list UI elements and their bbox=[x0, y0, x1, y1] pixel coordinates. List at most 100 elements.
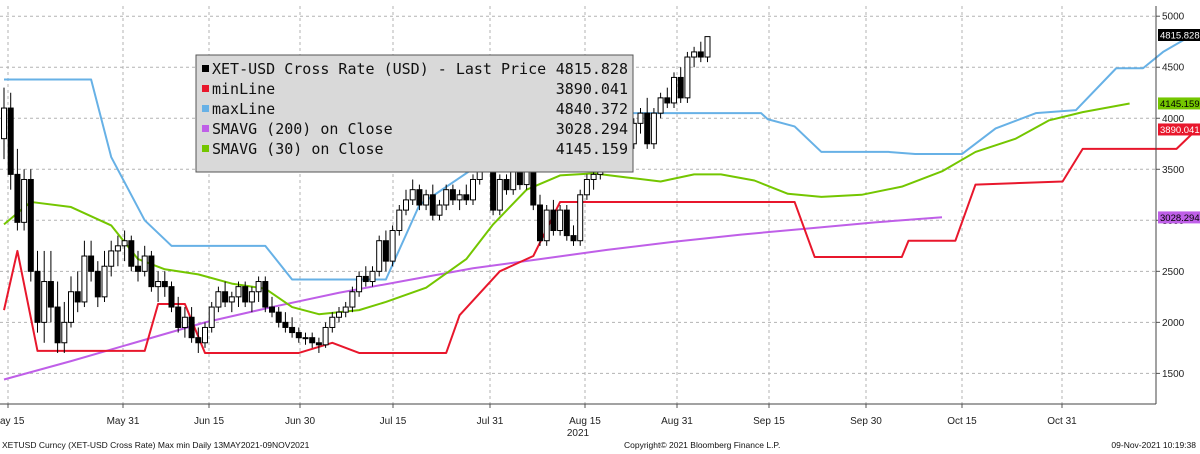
candle-body bbox=[289, 326, 296, 334]
candle-body bbox=[563, 209, 570, 237]
candle-body bbox=[396, 209, 403, 232]
candle-body bbox=[382, 240, 389, 262]
candle-body bbox=[1, 107, 7, 140]
candle-body bbox=[315, 342, 322, 346]
candle-body bbox=[41, 281, 48, 323]
candle-body bbox=[443, 189, 450, 206]
candle-body bbox=[161, 281, 168, 288]
candle-body bbox=[215, 291, 222, 308]
candle-body bbox=[275, 311, 282, 323]
legend-box bbox=[195, 54, 634, 173]
candle-body bbox=[456, 194, 463, 201]
candle-body bbox=[202, 326, 208, 344]
candle-body bbox=[114, 245, 121, 252]
price-tags: 4815.828 4145.159 3890.041 3028.294 bbox=[1158, 29, 1200, 224]
legend-swatch bbox=[202, 145, 209, 152]
legend: XET-USD Cross Rate (USD) - Last Price 481… bbox=[195, 54, 634, 173]
x-tick-label: Jul 15 bbox=[380, 416, 407, 427]
footer-copyright: Copyright© 2021 Bloomberg Finance L.P. bbox=[624, 440, 781, 450]
candle-body bbox=[322, 326, 329, 346]
candle-body bbox=[684, 56, 691, 99]
candle-body bbox=[228, 296, 235, 303]
candle-body bbox=[362, 275, 369, 283]
candle-body bbox=[262, 281, 269, 308]
legend-swatch bbox=[202, 85, 209, 92]
candle-body bbox=[463, 194, 470, 201]
candle-body bbox=[691, 51, 698, 58]
candle-body bbox=[255, 281, 262, 293]
candle-body bbox=[128, 240, 135, 267]
legend-series-name: XET-USD Cross Rate (USD) - Last Price bbox=[212, 60, 546, 78]
candle-body bbox=[155, 281, 162, 288]
candle-body bbox=[590, 173, 597, 180]
candle-body bbox=[61, 321, 68, 344]
candle-body bbox=[664, 97, 671, 104]
minline-line bbox=[3, 128, 1198, 354]
candle-body bbox=[537, 204, 543, 242]
candle-body bbox=[195, 337, 202, 344]
y-tick-label: 3500 bbox=[1162, 165, 1185, 176]
candle-body bbox=[671, 76, 677, 104]
legend-series-value: 3890.041 bbox=[556, 80, 628, 98]
candle-body bbox=[74, 291, 81, 303]
candle-body bbox=[27, 178, 34, 272]
candle-body bbox=[295, 332, 302, 339]
x-tick-label: Aug 31 bbox=[661, 416, 693, 427]
candle-body bbox=[208, 306, 215, 328]
x-tick-label: May 31 bbox=[107, 416, 140, 427]
candle-body bbox=[148, 255, 155, 288]
candle-body bbox=[644, 112, 651, 145]
candle-body bbox=[436, 204, 443, 216]
x-tick-label: Jun 30 bbox=[285, 416, 315, 427]
legend-series-value: 3028.294 bbox=[556, 120, 628, 138]
price-tag-label: 4145.159 bbox=[1160, 99, 1200, 110]
candle-body bbox=[181, 316, 188, 328]
candle-body bbox=[14, 173, 21, 223]
x-tick-label: Oct 15 bbox=[947, 416, 977, 427]
candle-body bbox=[376, 240, 383, 272]
maxline-line bbox=[4, 31, 1198, 281]
legend-series-name: SMAVG (200) on Close bbox=[212, 120, 393, 138]
y-tick-label: 1500 bbox=[1162, 369, 1185, 380]
candle-body bbox=[135, 265, 141, 272]
candle-body bbox=[349, 291, 356, 308]
x-tick-label: Aug 15 bbox=[569, 416, 601, 427]
x-tick-label: May 15 bbox=[0, 416, 25, 427]
legend-series-name: minLine bbox=[212, 80, 275, 98]
price-tag bbox=[1158, 123, 1200, 136]
candle-body bbox=[423, 194, 430, 206]
footer-timestamp: 09-Nov-2021 10:19:38 bbox=[1111, 440, 1196, 450]
y-tick-label: 4000 bbox=[1162, 114, 1185, 125]
legend-series-value: 4840.372 bbox=[556, 100, 628, 118]
legend-series-value: 4145.159 bbox=[556, 140, 628, 158]
y-tick-label: 2000 bbox=[1162, 318, 1185, 329]
x-tick-label: Sep 30 bbox=[850, 416, 882, 427]
legend-swatch bbox=[202, 125, 209, 132]
y-tick-label: 2500 bbox=[1162, 267, 1185, 278]
candle-body bbox=[577, 194, 584, 242]
candle-body bbox=[235, 286, 242, 298]
candle-body bbox=[342, 306, 349, 313]
candle-body bbox=[557, 209, 564, 232]
candle-body bbox=[242, 286, 249, 303]
y-tick-label: 5000 bbox=[1162, 12, 1185, 23]
candle-body bbox=[248, 291, 255, 303]
year-label: 2021 bbox=[567, 428, 590, 439]
indicator-lines bbox=[3, 31, 1198, 381]
candle-body bbox=[356, 275, 363, 293]
candle-body bbox=[7, 107, 14, 175]
candle-body bbox=[336, 311, 342, 318]
candle-body bbox=[121, 240, 128, 247]
candle-body bbox=[470, 178, 476, 201]
candle-body bbox=[47, 281, 54, 308]
candle-body bbox=[168, 286, 175, 308]
candle-body bbox=[141, 255, 148, 272]
y-tick-label: 4500 bbox=[1162, 63, 1185, 74]
candle-body bbox=[54, 306, 61, 344]
candle-body bbox=[21, 178, 28, 223]
price-tag bbox=[1158, 97, 1200, 110]
candle-body bbox=[81, 255, 88, 303]
footer-left: XETUSD Curncy (XET-USD Cross Rate) Max m… bbox=[2, 440, 310, 450]
legend-series-value: 4815.828 bbox=[556, 60, 628, 78]
